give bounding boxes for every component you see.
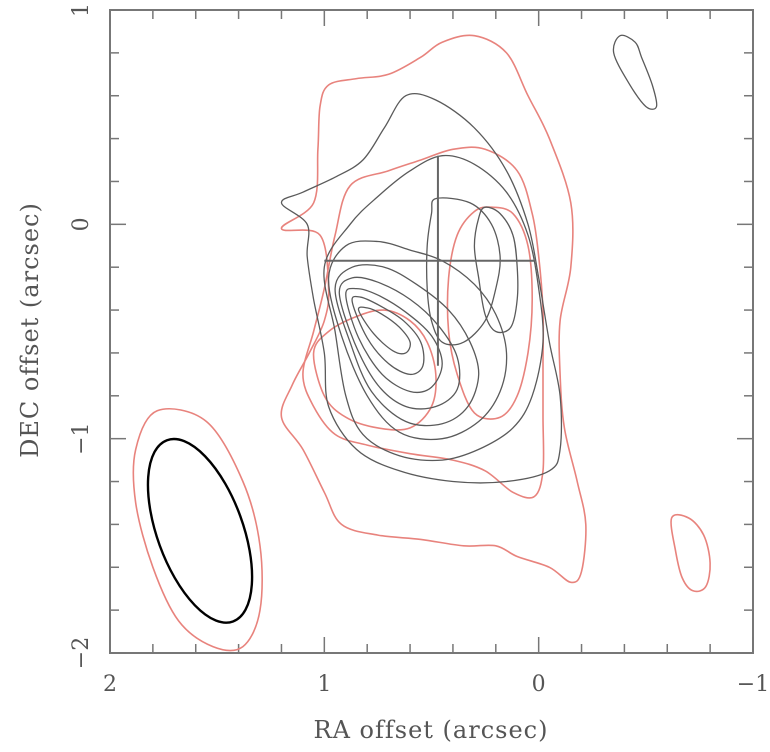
black-contour-layer	[280, 34, 658, 484]
plot-frame	[109, 9, 754, 654]
y-tick-label: 1	[69, 3, 94, 17]
beam-ellipse	[146, 437, 254, 624]
red-contour	[280, 34, 587, 584]
black-contour	[280, 92, 563, 484]
red-contour	[446, 206, 534, 420]
black-contour	[345, 287, 443, 394]
red-contour	[132, 408, 263, 652]
black-contour	[338, 276, 461, 410]
x-tick-label: 1	[317, 672, 331, 697]
black-contour	[334, 264, 480, 427]
black-contour	[426, 197, 501, 346]
black-contour	[327, 240, 508, 441]
red-contour	[312, 309, 437, 431]
red-contour-layer	[132, 34, 711, 652]
x-tick-label: −1	[737, 672, 769, 697]
y-tick-label: 0	[69, 217, 94, 231]
x-tick-label: 2	[103, 672, 117, 697]
beam-outline	[146, 437, 254, 624]
axis-ticks	[109, 9, 754, 654]
y-tick-label: −1	[69, 422, 94, 454]
x-axis-label: RA offset (arcsec)	[314, 716, 549, 744]
red-contour	[302, 146, 545, 499]
position-cross	[324, 155, 535, 366]
black-contour	[323, 154, 544, 462]
black-contour	[612, 34, 658, 110]
axis-tick-labels: 2 1 0 −1 1 0 −1 −2	[69, 3, 769, 697]
y-axis-label: DEC offset (arcsec)	[16, 202, 44, 458]
black-contour	[357, 306, 411, 355]
black-contour	[473, 206, 519, 334]
red-contour	[670, 513, 711, 593]
x-tick-label: 0	[532, 672, 546, 697]
black-contour	[351, 295, 425, 376]
y-tick-label: −2	[69, 637, 94, 669]
